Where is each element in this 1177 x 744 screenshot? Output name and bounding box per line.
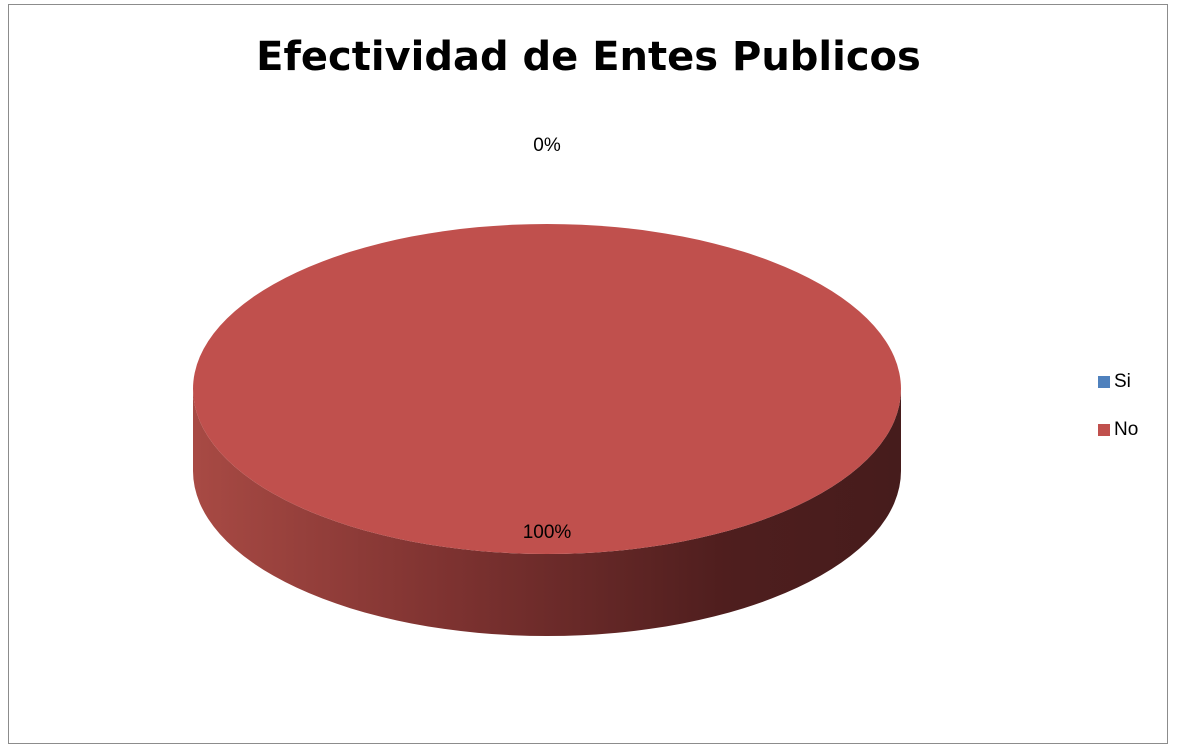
legend-swatch-si bbox=[1098, 376, 1110, 388]
legend-item-no: No bbox=[1098, 417, 1138, 443]
legend-label-si: Si bbox=[1114, 371, 1131, 392]
data-label-no: 100% bbox=[522, 522, 572, 543]
data-label-si: 0% bbox=[533, 135, 561, 156]
legend-swatch-no bbox=[1098, 424, 1110, 436]
pie-chart bbox=[193, 224, 901, 636]
pie-side-wall bbox=[193, 389, 901, 636]
legend-label-no: No bbox=[1114, 419, 1139, 440]
pie-slice-no bbox=[193, 224, 901, 554]
legend-item-si: Si bbox=[1098, 369, 1138, 395]
legend: Si No bbox=[1098, 369, 1138, 465]
chart-title: Efectividad de Entes Publicos bbox=[256, 34, 921, 80]
